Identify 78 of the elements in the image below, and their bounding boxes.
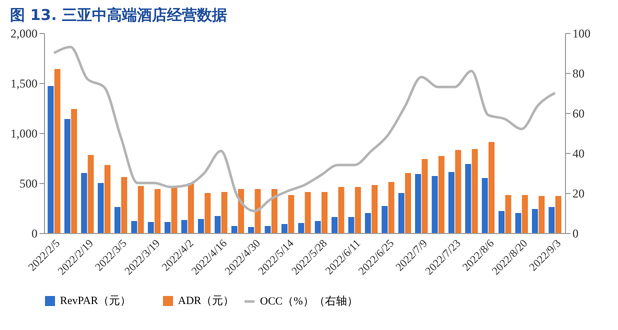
y2-tick-label: 0 (572, 226, 578, 240)
bar (98, 183, 104, 233)
bar (154, 189, 161, 233)
bar (322, 192, 328, 233)
bar (332, 217, 338, 233)
y2-tick-label: 40 (572, 146, 584, 160)
bar (264, 226, 271, 233)
bar (354, 187, 361, 233)
y-tick-label: 1,500 (10, 76, 38, 90)
bar (188, 183, 194, 233)
bar (422, 159, 428, 233)
bar (248, 227, 254, 233)
bar (364, 213, 371, 233)
bar (138, 186, 144, 233)
bar (204, 193, 211, 233)
y-tick-label: 500 (20, 176, 38, 190)
bar (388, 182, 394, 233)
bar (455, 150, 462, 233)
y-tick-label: 0 (32, 226, 38, 240)
bar (515, 213, 522, 233)
bar (114, 207, 120, 233)
bar (221, 192, 228, 233)
bar (231, 226, 238, 233)
bar (348, 217, 354, 233)
bar (281, 224, 288, 233)
bar (548, 207, 555, 233)
bar (382, 206, 388, 233)
bar (472, 149, 478, 233)
y2-tick-label: 60 (572, 106, 584, 120)
bar (338, 187, 344, 233)
y-tick-label: 1,000 (10, 126, 38, 140)
bar (48, 86, 54, 233)
bar (304, 192, 311, 233)
bar (448, 172, 454, 233)
legend-label: ADR（元） (178, 295, 234, 307)
bar (465, 164, 472, 233)
bar (164, 222, 171, 233)
bar (498, 211, 505, 233)
bar (81, 173, 88, 233)
bar (288, 195, 294, 233)
bar (538, 196, 545, 233)
bar (522, 195, 528, 233)
bar (314, 221, 321, 233)
bar (131, 221, 138, 233)
bar (254, 189, 261, 233)
bar (171, 187, 178, 233)
bar (238, 189, 244, 233)
bar (54, 69, 60, 233)
y2-tick-label: 20 (572, 186, 584, 200)
bar (488, 142, 495, 233)
bar (64, 119, 70, 233)
bar (398, 193, 404, 233)
bar (298, 223, 304, 233)
bar (432, 176, 438, 233)
bar (148, 222, 154, 233)
bar (198, 219, 204, 233)
bar (532, 209, 538, 233)
legend-label: OCC（%）（右轴） (260, 294, 358, 308)
y2-tick-label: 80 (572, 66, 584, 80)
bar (482, 178, 488, 233)
bar (372, 185, 378, 233)
bar (181, 220, 188, 233)
bar (104, 165, 110, 233)
bar (505, 195, 512, 233)
bar (438, 156, 444, 233)
y-tick-label: 2,000 (10, 26, 38, 40)
bar (71, 109, 78, 233)
bar (214, 216, 221, 233)
legend-label: RevPAR（元） (60, 295, 132, 307)
chart-title: 图 13. 三亚中高端酒店经营数据 (10, 6, 228, 24)
bar (121, 177, 128, 233)
y2-tick-label: 100 (572, 26, 590, 40)
line-series (52, 46, 556, 212)
bar (405, 173, 412, 233)
bar (415, 174, 422, 233)
bar (271, 189, 278, 233)
bar (88, 155, 94, 233)
bar (555, 196, 562, 233)
